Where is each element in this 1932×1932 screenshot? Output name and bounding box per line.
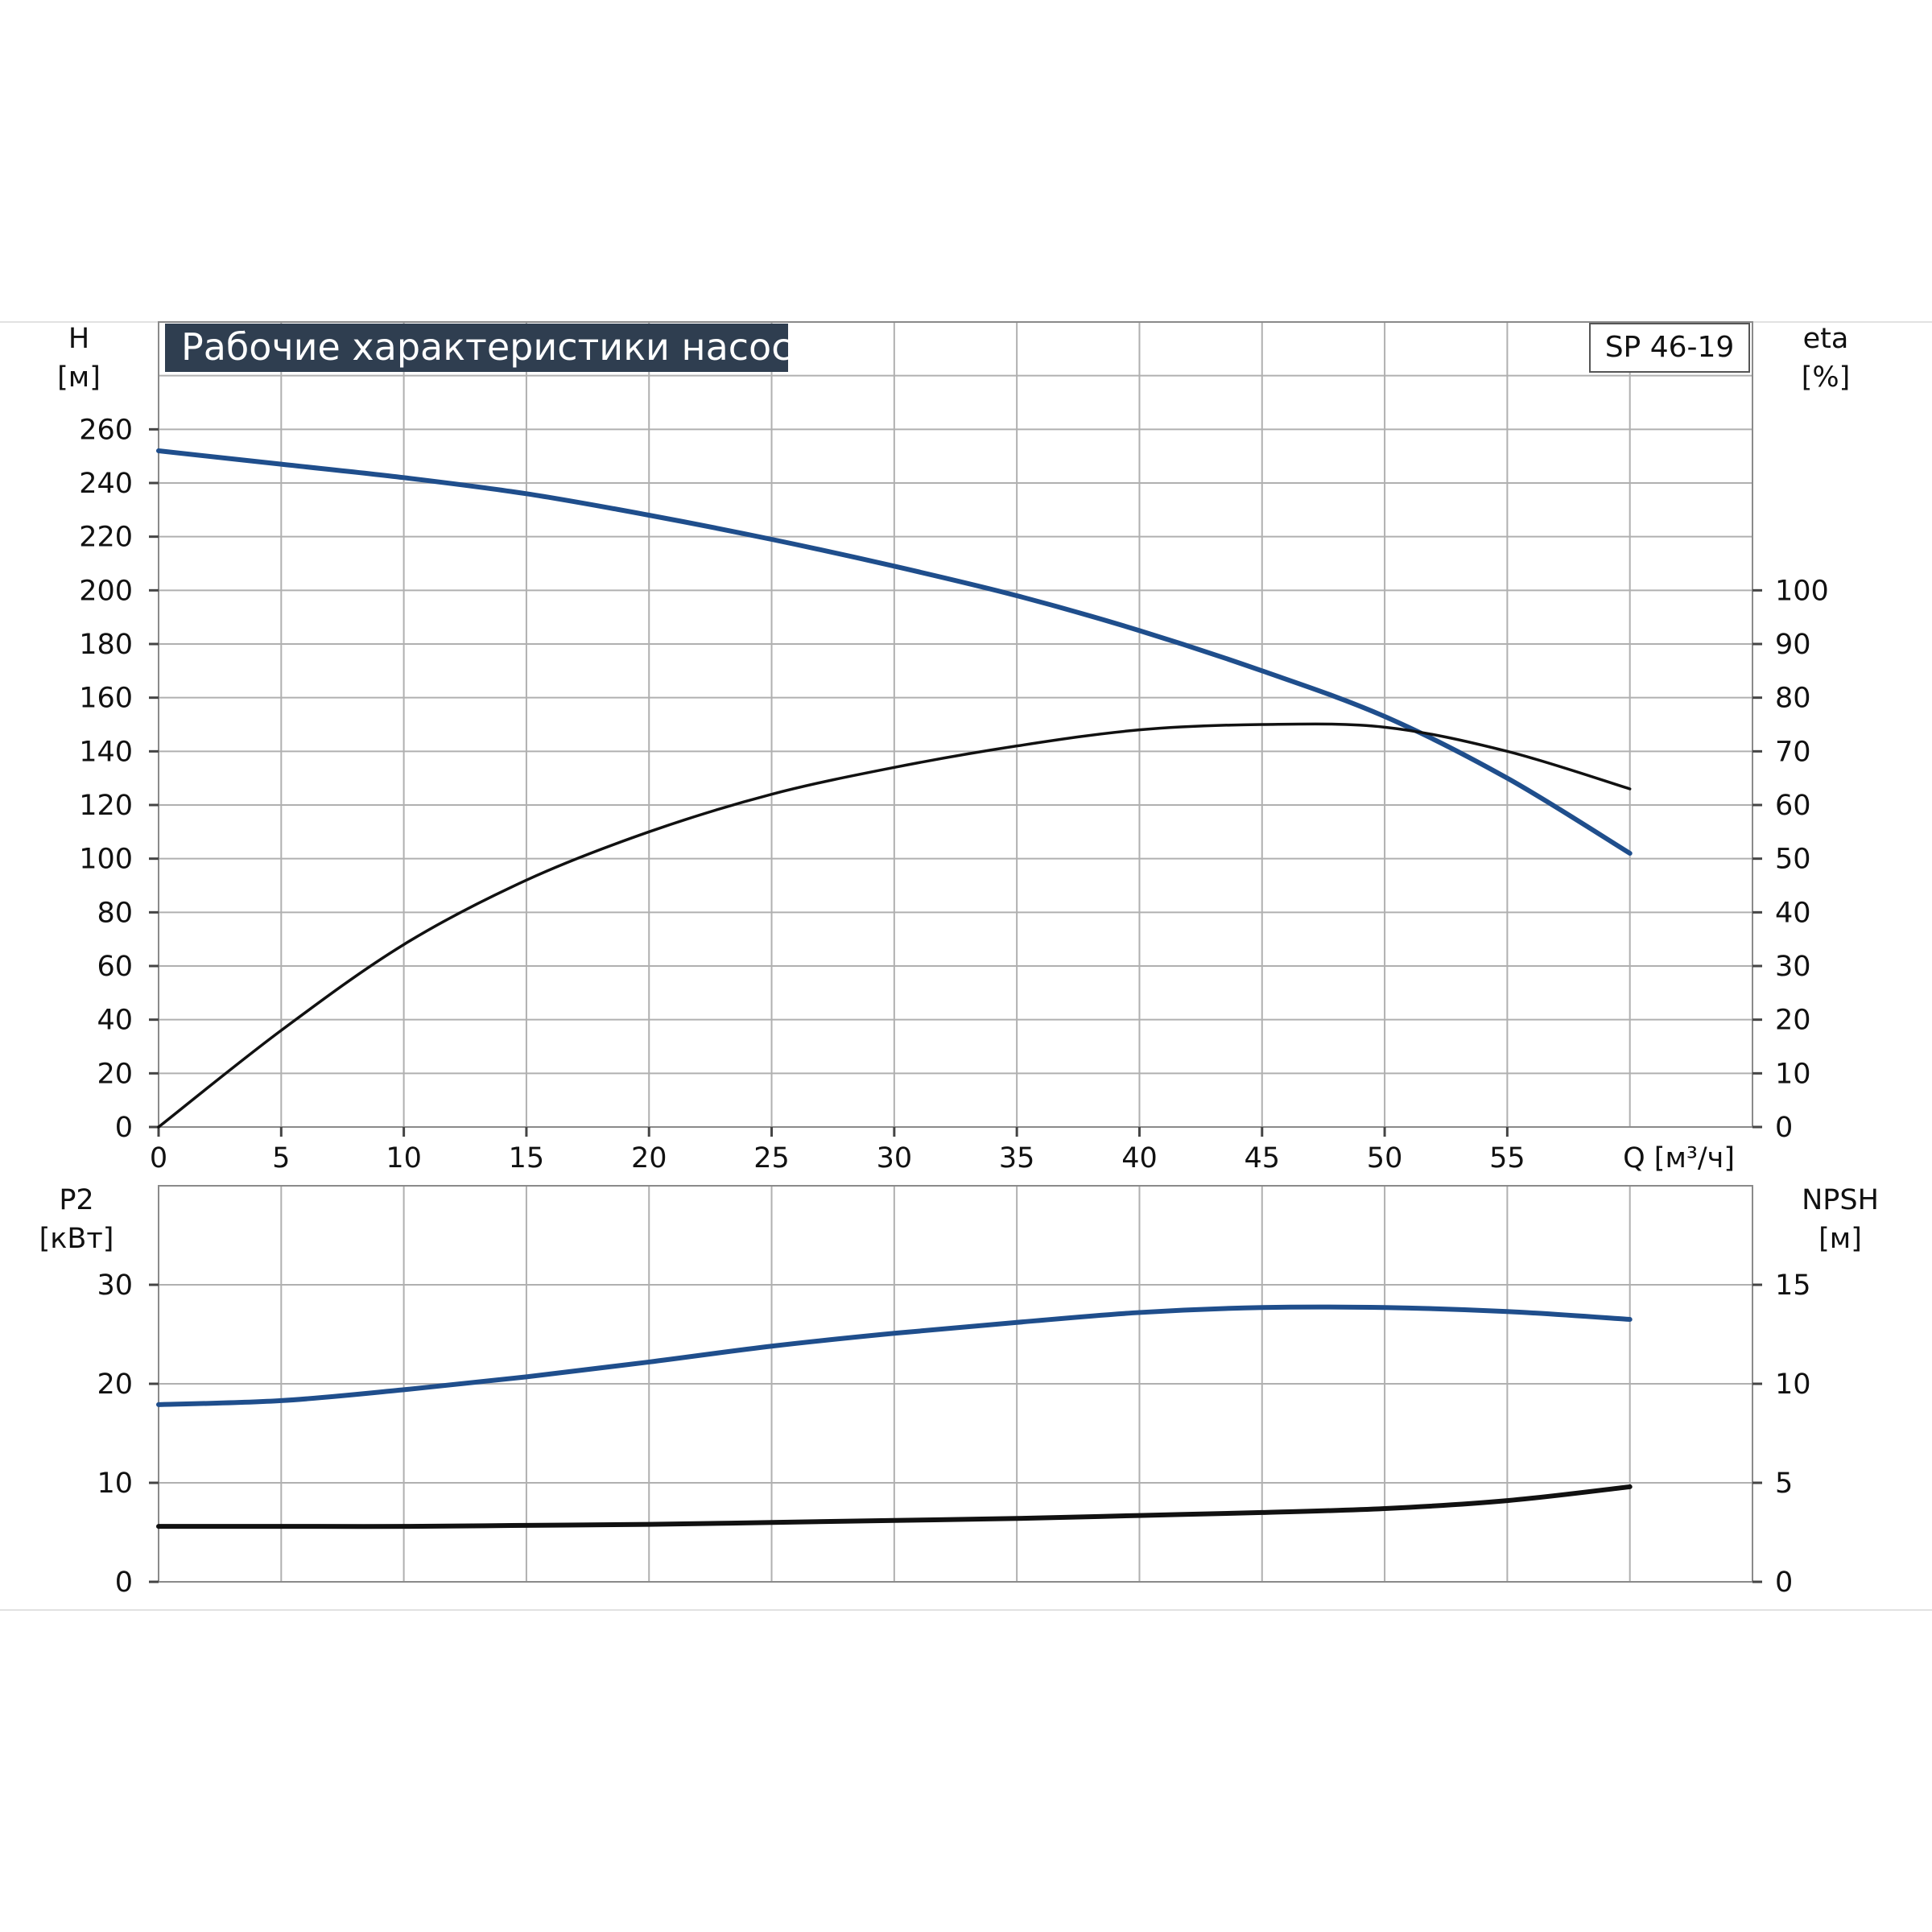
npsh-tick-label: 15 <box>1775 1269 1811 1302</box>
q-tick-label: 5 <box>272 1142 290 1174</box>
h-axis-unit: [м] <box>57 361 101 394</box>
p2-tick-label: 0 <box>115 1567 133 1599</box>
q-tick-label: 45 <box>1244 1142 1280 1174</box>
title-box <box>165 324 788 372</box>
eta-tick-label: 100 <box>1775 575 1829 607</box>
q-tick-label: 50 <box>1367 1142 1403 1174</box>
p2-tick-label: 20 <box>97 1368 133 1401</box>
top-panel-series <box>156 448 1633 1129</box>
eta-tick-label: 40 <box>1775 897 1811 929</box>
q-tick-label: 15 <box>509 1142 545 1174</box>
top-series-right-line <box>157 722 1632 1129</box>
eta-axis-label: eta <box>1803 323 1849 355</box>
q-tick-label: 55 <box>1489 1142 1525 1174</box>
eta-tick-label: 80 <box>1775 683 1811 715</box>
npsh-tick-label: 5 <box>1775 1468 1793 1500</box>
q-tick-label: 40 <box>1121 1142 1158 1174</box>
p2-tick-label: 30 <box>97 1269 133 1302</box>
q-tick-label: 20 <box>631 1142 667 1174</box>
top-series-left-line <box>156 448 1633 856</box>
q-axis-label: Q [м³/ч] <box>1623 1142 1735 1174</box>
top-panel-grid <box>158 322 1752 1127</box>
h-tick-label: 220 <box>79 522 133 554</box>
npsh-axis-label: NPSH <box>1802 1184 1879 1216</box>
bottom-series-right-line <box>156 1484 1633 1530</box>
h-tick-label: 200 <box>79 575 133 607</box>
h-tick-label: 80 <box>97 897 133 929</box>
h-tick-label: 0 <box>115 1112 133 1144</box>
h-tick-label: 260 <box>79 414 133 446</box>
npsh-tick-label: 0 <box>1775 1567 1793 1599</box>
bottom-panel-grid <box>158 1186 1752 1582</box>
h-tick-label: 240 <box>79 468 133 500</box>
h-tick-label: 120 <box>79 790 133 822</box>
eta-tick-label: 70 <box>1775 736 1811 768</box>
bottom-panel-axes: 0 10 20 30 0 5 10 15 <box>97 1269 1810 1599</box>
q-tick-label: 30 <box>877 1142 913 1174</box>
q-tick-label: 10 <box>386 1142 422 1174</box>
h-tick-label: 140 <box>79 736 133 768</box>
eta-tick-label: 20 <box>1775 1005 1811 1037</box>
chart-title: Рабочие характеристики насоса <box>181 325 815 369</box>
eta-tick-label: 60 <box>1775 790 1811 822</box>
npsh-tick-label: 10 <box>1775 1368 1811 1401</box>
eta-tick-label: 0 <box>1775 1112 1793 1144</box>
q-tick-label: 0 <box>150 1142 167 1174</box>
h-tick-label: 20 <box>97 1058 133 1090</box>
p2-axis-label: P2 <box>59 1184 93 1216</box>
eta-tick-label: 30 <box>1775 951 1811 983</box>
eta-axis-unit: [%] <box>1802 361 1851 394</box>
model-label: SP 46-19 <box>1605 331 1735 364</box>
bottom-panel-series <box>156 1304 1633 1530</box>
h-tick-label: 40 <box>97 1005 133 1037</box>
eta-tick-label: 10 <box>1775 1058 1811 1090</box>
top-plot-area <box>158 321 1753 1128</box>
top-panel-axes: 0204060801001201401601802002202402600102… <box>79 414 1829 1174</box>
h-axis-label: H <box>68 323 89 355</box>
eta-tick-label: 50 <box>1775 844 1811 876</box>
h-tick-label: 180 <box>79 629 133 661</box>
h-tick-label: 60 <box>97 951 133 983</box>
h-tick-label: 100 <box>79 844 133 876</box>
model-box <box>1589 323 1750 373</box>
p2-tick-label: 10 <box>97 1468 133 1500</box>
q-tick-label: 25 <box>753 1142 790 1174</box>
bottom-series-left-line <box>156 1304 1633 1407</box>
q-tick-label: 35 <box>999 1142 1035 1174</box>
npsh-axis-unit: [м] <box>1818 1223 1862 1255</box>
p2-axis-unit: [кВт] <box>39 1223 114 1255</box>
h-tick-label: 160 <box>79 683 133 715</box>
eta-tick-label: 90 <box>1775 629 1811 661</box>
